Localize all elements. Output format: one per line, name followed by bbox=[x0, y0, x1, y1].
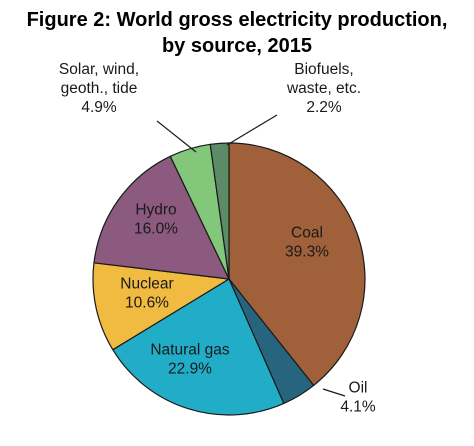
slice-label-nuclear-line-2: 10.6% bbox=[125, 295, 169, 312]
pie-slice-biofuels bbox=[209, 142, 230, 280]
slice-label-biofuels-line-1: Biofuels, bbox=[294, 61, 353, 78]
chart-title-line-2: by source, 2015 bbox=[161, 35, 313, 57]
slice-label-natural-gas-line-1: Natural gas bbox=[150, 342, 230, 359]
pie-slice-coal bbox=[228, 142, 366, 387]
slice-label-hydro: Hydro 16.0% bbox=[134, 202, 178, 238]
chart-title: Figure 2: World gross electricity produc… bbox=[0, 7, 474, 59]
slice-label-biofuels: Biofuels, waste, etc. 2.2% bbox=[286, 61, 361, 116]
slice-label-oil: Oil 4.1% bbox=[340, 380, 376, 416]
slice-label-oil-line-2: 4.1% bbox=[340, 399, 376, 416]
slice-label-oil-line-1: Oil bbox=[349, 380, 368, 397]
pie-slice-hydro bbox=[93, 155, 230, 280]
slice-label-biofuels-line-2: waste, etc. bbox=[286, 80, 361, 97]
slice-label-natural-gas-line-2: 22.9% bbox=[168, 361, 212, 378]
slice-label-hydro-line-2: 16.0% bbox=[134, 221, 178, 238]
slice-label-nuclear-line-1: Nuclear bbox=[120, 276, 173, 293]
slice-label-natural-gas: Natural gas 22.9% bbox=[150, 342, 230, 378]
leader-line-oil bbox=[322, 388, 346, 397]
leader-line-biofuels bbox=[226, 114, 278, 146]
pie-slices bbox=[92, 142, 366, 416]
slice-label-coal-line-2: 39.3% bbox=[285, 244, 329, 261]
slice-label-solar-wind-line-1: Solar, wind, bbox=[59, 61, 139, 78]
leader-lines bbox=[156, 114, 346, 397]
slice-label-nuclear: Nuclear 10.6% bbox=[120, 276, 173, 312]
pie-slice-natural-gas bbox=[112, 278, 285, 416]
slice-label-solar-wind-line-2: geoth., tide bbox=[61, 80, 138, 97]
slice-label-biofuels-line-3: 2.2% bbox=[306, 99, 342, 116]
chart-title-line-1: Figure 2: World gross electricity produc… bbox=[26, 9, 448, 31]
pie-slice-nuclear bbox=[92, 262, 230, 351]
slice-label-coal: Coal 39.3% bbox=[285, 225, 329, 261]
slice-label-hydro-line-1: Hydro bbox=[135, 202, 176, 219]
slice-label-solar-wind-line-3: 4.9% bbox=[81, 99, 117, 116]
leader-line-solar-wind bbox=[156, 120, 197, 153]
slice-label-coal-line-1: Coal bbox=[291, 225, 323, 242]
slice-labels: Coal 39.3% Oil 4.1% Natural gas 22.9% Nuclear 1… bbox=[59, 61, 376, 416]
slice-label-solar-wind: Solar, wind, geoth., tide 4.9% bbox=[59, 61, 139, 116]
